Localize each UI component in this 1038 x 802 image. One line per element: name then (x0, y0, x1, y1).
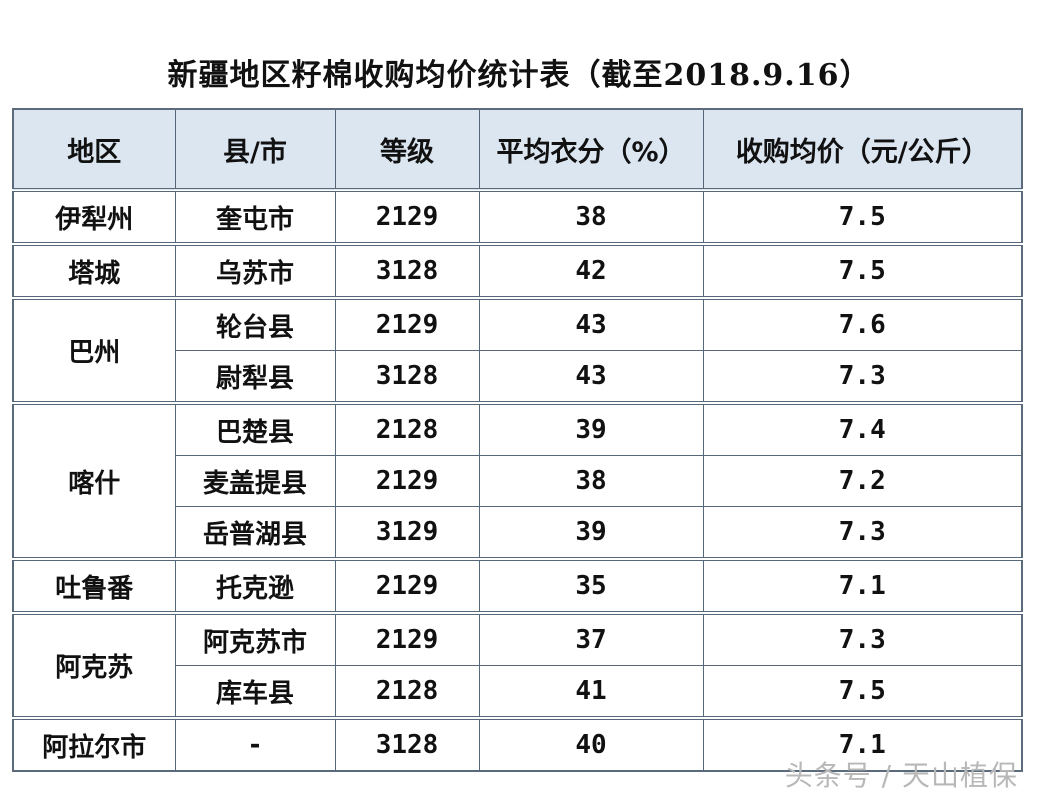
price-cell: 7.4 (702, 401, 1023, 456)
table-row: 麦盖提县 2129 38 7.2 (13, 455, 1023, 507)
grade-cell: 2128 (334, 665, 480, 719)
grade-cell: 2129 (334, 611, 480, 666)
region-cell: 巴州 (12, 296, 176, 404)
county-cell: 库车县 (174, 665, 336, 719)
lint-cell: 41 (478, 665, 704, 719)
region-cell: 阿克苏 (12, 611, 176, 719)
county-cell: 岳普湖县 (174, 506, 336, 560)
price-cell: 7.1 (702, 716, 1023, 772)
lint-cell: 43 (478, 350, 704, 404)
county-cell: 巴楚县 (174, 401, 336, 456)
lint-cell: 40 (478, 716, 704, 772)
region-cell: 伊犁州 (12, 188, 176, 245)
county-cell: 轮台县 (174, 296, 336, 351)
table-row: 巴州 轮台县 2129 43 7.6 (12, 296, 1023, 404)
table-row: 吐鲁番 托克逊 2129 35 7.1 (12, 557, 1023, 614)
watermark: 头条号 / 天山植保 (784, 759, 1018, 792)
county-cell: 托克逊 (174, 557, 336, 614)
price-cell: 7.3 (702, 611, 1023, 666)
lint-cell: 43 (478, 296, 704, 351)
table-row: 岳普湖县 3129 39 7.3 (13, 506, 1023, 560)
county-cell: 麦盖提县 (174, 455, 336, 507)
lint-cell: 42 (478, 242, 704, 299)
region-cell: 吐鲁番 (12, 557, 176, 614)
grade-cell: 2129 (334, 296, 480, 351)
header-avg-price: 收购均价（元/公斤） (702, 108, 1023, 192)
lint-cell: 38 (478, 455, 704, 507)
header-lint-percent: 平均衣分（%） (478, 108, 704, 192)
price-cell: 7.6 (702, 296, 1023, 351)
header-row: 地区 县/市 等级 平均衣分（%） 收购均价（元/公斤） (12, 108, 1023, 192)
county-cell: 尉犁县 (174, 350, 336, 404)
price-cell: 7.5 (702, 188, 1023, 245)
lint-cell: 37 (478, 611, 704, 666)
region-cell: 塔城 (12, 242, 176, 299)
table-row: 塔城 乌苏市 3128 42 7.5 (12, 242, 1023, 299)
table-row: 阿拉尔市 - 3128 40 7.1 (12, 716, 1023, 772)
grade-cell: 3129 (334, 506, 480, 560)
lint-cell: 39 (478, 506, 704, 560)
county-cell: - (174, 716, 336, 772)
region-cell: 喀什 (12, 401, 176, 560)
table-row: 阿克苏 阿克苏市 2129 37 7.3 (12, 611, 1023, 719)
table-row: 伊犁州 奎屯市 2129 38 7.5 (12, 188, 1023, 245)
county-cell: 乌苏市 (174, 242, 336, 299)
grade-cell: 3128 (334, 350, 480, 404)
price-cell: 7.3 (702, 506, 1023, 560)
lint-cell: 35 (478, 557, 704, 614)
grade-cell: 2129 (334, 188, 480, 245)
grade-cell: 2129 (334, 455, 480, 507)
price-cell: 7.5 (702, 242, 1023, 299)
price-table: 地区 县/市 等级 平均衣分（%） 收购均价（元/公斤） 伊犁州 奎屯市 212… (12, 108, 1023, 772)
lint-cell: 38 (478, 188, 704, 245)
header-region: 地区 (12, 108, 176, 192)
price-cell: 7.1 (702, 557, 1023, 614)
grade-cell: 2129 (334, 557, 480, 614)
price-cell: 7.3 (702, 350, 1023, 404)
price-cell: 7.5 (702, 665, 1023, 719)
county-cell: 阿克苏市 (174, 611, 336, 666)
lint-cell: 39 (478, 401, 704, 456)
grade-cell: 2128 (334, 401, 480, 456)
county-cell: 奎屯市 (174, 188, 336, 245)
header-grade: 等级 (334, 108, 480, 192)
region-cell: 阿拉尔市 (12, 716, 176, 772)
header-county: 县/市 (174, 108, 336, 192)
grade-cell: 3128 (334, 242, 480, 299)
grade-cell: 3128 (334, 716, 480, 772)
table-row: 库车县 2128 41 7.5 (13, 665, 1023, 719)
table-row: 喀什 巴楚县 2128 39 7.4 (12, 401, 1023, 560)
price-cell: 7.2 (702, 455, 1023, 507)
table-title: 新疆地区籽棉收购均价统计表（截至2018.9.16） (167, 58, 871, 93)
